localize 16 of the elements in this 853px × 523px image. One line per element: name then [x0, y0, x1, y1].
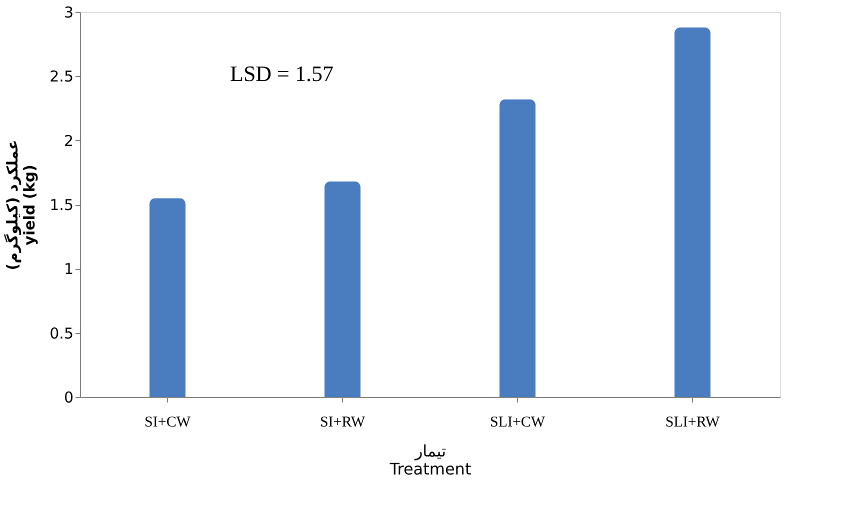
- bar: [324, 181, 360, 397]
- y-tick-label: 0: [64, 388, 74, 406]
- bar: [150, 198, 186, 397]
- x-tick-label: SI+CW: [144, 414, 192, 430]
- x-tick-label: SLI+CW: [490, 414, 546, 430]
- x-tick-label: SI+RW: [320, 414, 366, 430]
- bar: [674, 27, 710, 397]
- y-tick-label: 2.5: [50, 68, 74, 86]
- bar: [500, 99, 536, 397]
- y-tick-label: 0.5: [50, 324, 74, 342]
- annotation: LSD = 1.57: [230, 61, 334, 86]
- y-tick-label: 2: [64, 132, 74, 150]
- y-tick-label: 3: [64, 4, 74, 22]
- y-tick-label: 1: [64, 260, 74, 278]
- x-tick-label: SLI+RW: [665, 414, 720, 430]
- y-tick-label: 1.5: [50, 196, 74, 214]
